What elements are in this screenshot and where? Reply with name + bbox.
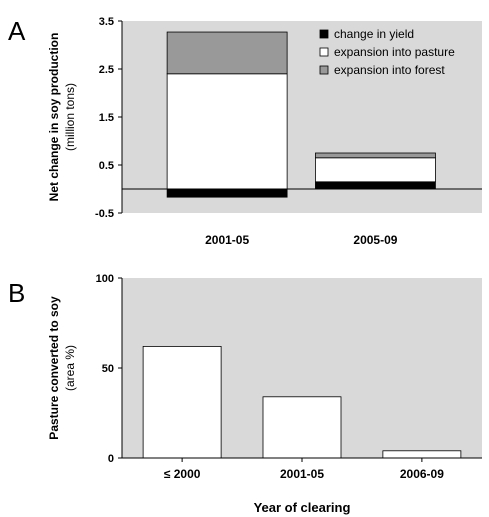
legend-label-pasture: expansion into pasture — [334, 45, 455, 59]
bar-segment — [166, 73, 288, 190]
legend-swatch-pasture — [319, 47, 329, 57]
y-tick-label: 3.5 — [99, 16, 114, 28]
legend-label-yield: change in yield — [334, 27, 414, 41]
legend-swatch-forest — [319, 65, 329, 75]
bar — [382, 450, 462, 459]
y-tick-label: 2.5 — [99, 64, 114, 76]
panel-b-ylabel: Pasture converted to soy — [47, 296, 61, 440]
category-label: 2001-05 — [280, 467, 324, 481]
bar-segment — [315, 152, 436, 159]
panel-a-ylabel-sub: (million tons) — [63, 83, 77, 151]
bar-segment — [166, 31, 288, 75]
panel-a-letter: A — [8, 16, 26, 46]
panel-b: B 0 50 100 ≤ 2000 2001-05 2006-09 Pasture co… — [8, 273, 482, 515]
bar-segment — [166, 188, 288, 198]
panel-a: A -0.5 0.5 1.5 2.5 3.5 2001-05 2005-09 Net ch… — [8, 16, 482, 247]
panel-b-ylabel-sub: (area %) — [63, 345, 77, 391]
panel-b-letter: B — [8, 278, 25, 308]
panel-a-legend: change in yield expansion into pasture e… — [319, 27, 455, 77]
y-tick-label: 0 — [108, 453, 114, 465]
category-label: 2005-09 — [353, 233, 397, 247]
category-label: 2001-05 — [205, 233, 249, 247]
y-tick-label: 50 — [102, 363, 114, 375]
y-tick-label: 100 — [96, 273, 114, 285]
panel-a-ylabel: Net change in soy production — [47, 33, 61, 202]
y-tick-label: 0.5 — [99, 160, 114, 172]
bar — [142, 345, 222, 459]
y-tick-label: -0.5 — [95, 208, 114, 220]
legend-label-forest: expansion into forest — [334, 63, 445, 77]
legend-swatch-yield — [319, 29, 329, 39]
bar-segment — [315, 157, 436, 183]
panel-b-xlabel: Year of clearing — [254, 500, 351, 515]
category-label: ≤ 2000 — [164, 467, 201, 481]
bar-segment — [315, 181, 436, 190]
category-label: 2006-09 — [400, 467, 444, 481]
bar — [262, 396, 342, 459]
y-tick-label: 1.5 — [99, 112, 114, 124]
